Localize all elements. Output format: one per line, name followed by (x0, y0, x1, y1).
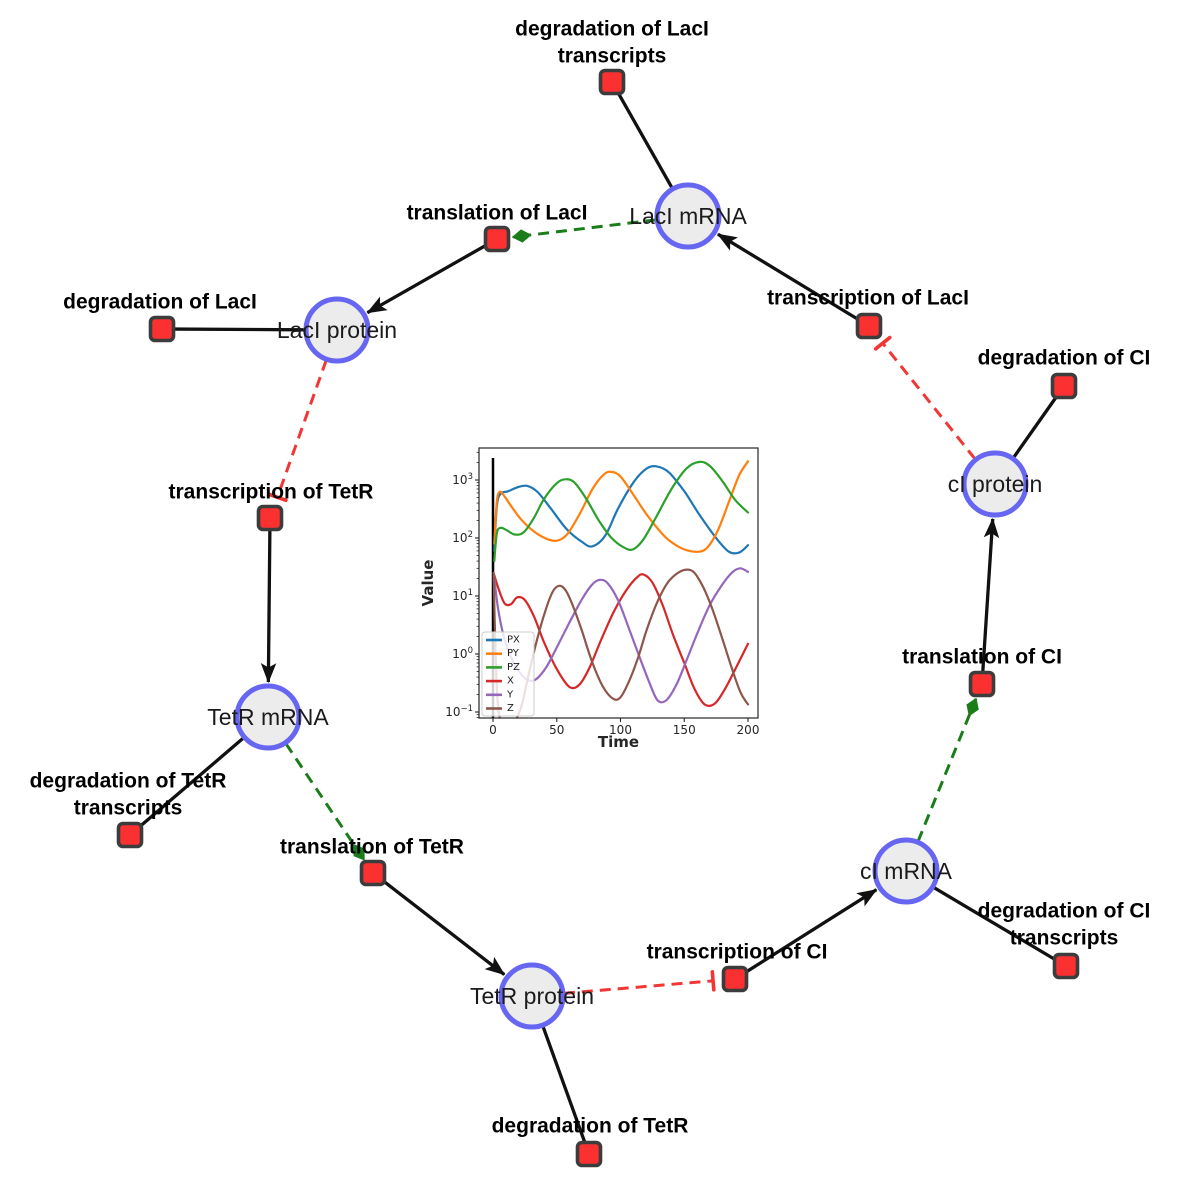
reaction-node-transl_lacI (483, 225, 511, 253)
series-line-PZ (493, 460, 750, 563)
reaction-label-deg_tetR_tr-line1: degradation of TetR (30, 770, 227, 793)
x-tick-label: 50 (549, 723, 564, 737)
axes-frame (478, 447, 759, 719)
reaction-label-transl_cI: translation of CI (902, 646, 1062, 669)
edge-production-transl_tetR-to-tetR_protein (382, 879, 506, 976)
reaction-label-transcr_cI: transcription of CI (647, 941, 828, 964)
species-label-tetR_protein: TetR protein (470, 983, 594, 1009)
reaction-label-deg_cI: degradation of CI (978, 347, 1151, 370)
legend-label-Y: Y (506, 689, 514, 700)
reaction-label-transl_lacI: translation of LacI (407, 202, 588, 225)
edge-consumption-tetR_protein-to-deg_tetR (541, 1025, 587, 1143)
inset-chart: 103 102 101 100 10−1 0 50 100 150 200 Time Value PX P… (419, 432, 784, 766)
edge-modifier-lacI_mRNA-to-transl_lacI (511, 218, 657, 243)
reaction-node-deg_tetR_tr (116, 821, 144, 849)
edge-consumption-lacI_protein-to-deg_lacI (174, 327, 306, 332)
reaction-label-deg_tetR: degradation of TetR (492, 1115, 689, 1138)
species-label-lacI_protein: LacI protein (277, 317, 397, 343)
series-line-PX (493, 465, 750, 555)
y-tick-label: 100 (452, 646, 473, 661)
series-line-X (492, 571, 750, 707)
reaction-node-deg_lacI_tr (598, 68, 626, 96)
edge-inhibition-lacI_protein-to-transcr_tetR (267, 359, 328, 503)
reaction-node-deg_lacI (148, 315, 176, 343)
edge-production-transl_cI-to-cI_protein (981, 517, 1000, 672)
y-tick-label: 101 (452, 588, 473, 603)
reaction-node-transl_cI (968, 670, 996, 698)
reaction-label-deg_lacI_tr-line1: degradation of LacI (515, 18, 709, 41)
edge-consumption-tetR_mRNA-to-deg_tetR_tr (138, 736, 245, 828)
species-label-lacI_mRNA: LacI mRNA (629, 203, 747, 229)
species-node-cI_mRNA (872, 837, 940, 905)
species-label-cI_mRNA: cI mRNA (860, 858, 953, 884)
reaction-label-deg_tetR_tr-line2: transcripts (74, 797, 183, 820)
reaction-node-deg_cI_tr (1052, 952, 1080, 980)
legend-label-Z: Z (507, 703, 514, 714)
reaction-label-deg_lacI: degradation of LacI (63, 291, 257, 314)
edges-layer (138, 92, 1058, 1143)
x-tick-label: 150 (673, 723, 696, 737)
reaction-node-transcr_tetR (256, 504, 284, 532)
reaction-node-deg_cI (1050, 372, 1078, 400)
reaction-label-deg_lacI_tr-line2: transcripts (558, 45, 667, 68)
labels-layer: LacI mRNA LacI protein TetR mRNA TetR prote… (30, 18, 1151, 1138)
edge-consumption-lacI_mRNA-to-deg_lacI_tr (616, 92, 674, 189)
species-node-cI_protein (961, 450, 1029, 518)
y-axis-label: Value (419, 560, 437, 607)
reaction-label-transcr_lacI: transcription of LacI (767, 287, 969, 310)
x-tick-label: 0 (489, 723, 497, 737)
species-node-tetR_protein (498, 962, 566, 1030)
edge-production-transcr_lacI-to-lacI_mRNA (716, 232, 859, 321)
y-tick-label: 102 (452, 530, 473, 545)
nodes-layer (116, 68, 1080, 1168)
edge-modifier-tetR_mRNA-to-transl_tetR (284, 742, 366, 861)
reaction-node-transcr_cI (721, 965, 749, 993)
reaction-label-transcr_tetR: transcription of TetR (169, 481, 374, 504)
reaction-label-transl_tetR: translation of TetR (280, 836, 464, 859)
reaction-node-transcr_lacI (855, 312, 883, 340)
edge-production-transcr_cI-to-cI_mRNA (745, 888, 878, 974)
legend-label-X: X (507, 676, 514, 687)
x-tick-label: 100 (609, 723, 632, 737)
y-tick-label: 10−1 (445, 704, 473, 719)
reaction-node-deg_tetR (575, 1140, 603, 1168)
reaction-node-transl_tetR (359, 859, 387, 887)
edge-inhibition-tetR_protein-to-transcr_cI (563, 970, 716, 995)
edge-production-transcr_tetR-to-tetR_mRNA (260, 530, 277, 684)
edge-production-transl_lacI-to-lacI_protein (366, 243, 487, 315)
reaction-label-deg_cI_tr-line2: transcripts (1010, 927, 1119, 950)
legend-label-PY: PY (507, 648, 520, 659)
x-tick-label: 200 (737, 723, 760, 737)
x-axis-label: Time (598, 733, 639, 751)
series-line-PY (493, 460, 750, 553)
species-label-cI_protein: cI protein (948, 471, 1043, 497)
legend-label-PX: PX (507, 635, 520, 646)
species-node-lacI_protein (303, 296, 371, 364)
edge-inhibition-cI_protein-to-transcr_lacI (873, 335, 977, 460)
species-label-tetR_mRNA: TetR mRNA (207, 704, 329, 730)
edge-consumption-cI_mRNA-to-deg_cI_tr (932, 885, 1056, 961)
y-tick-label: 103 (452, 472, 473, 487)
species-node-lacI_mRNA (654, 182, 722, 250)
edge-modifier-cI_mRNA-to-transl_cI (916, 697, 979, 842)
species-node-tetR_mRNA (234, 683, 302, 751)
edge-consumption-cI_protein-to-deg_cI (1012, 395, 1058, 459)
legend-label-PZ: PZ (507, 662, 520, 673)
reaction-label-deg_cI_tr-line1: degradation of CI (978, 900, 1151, 923)
